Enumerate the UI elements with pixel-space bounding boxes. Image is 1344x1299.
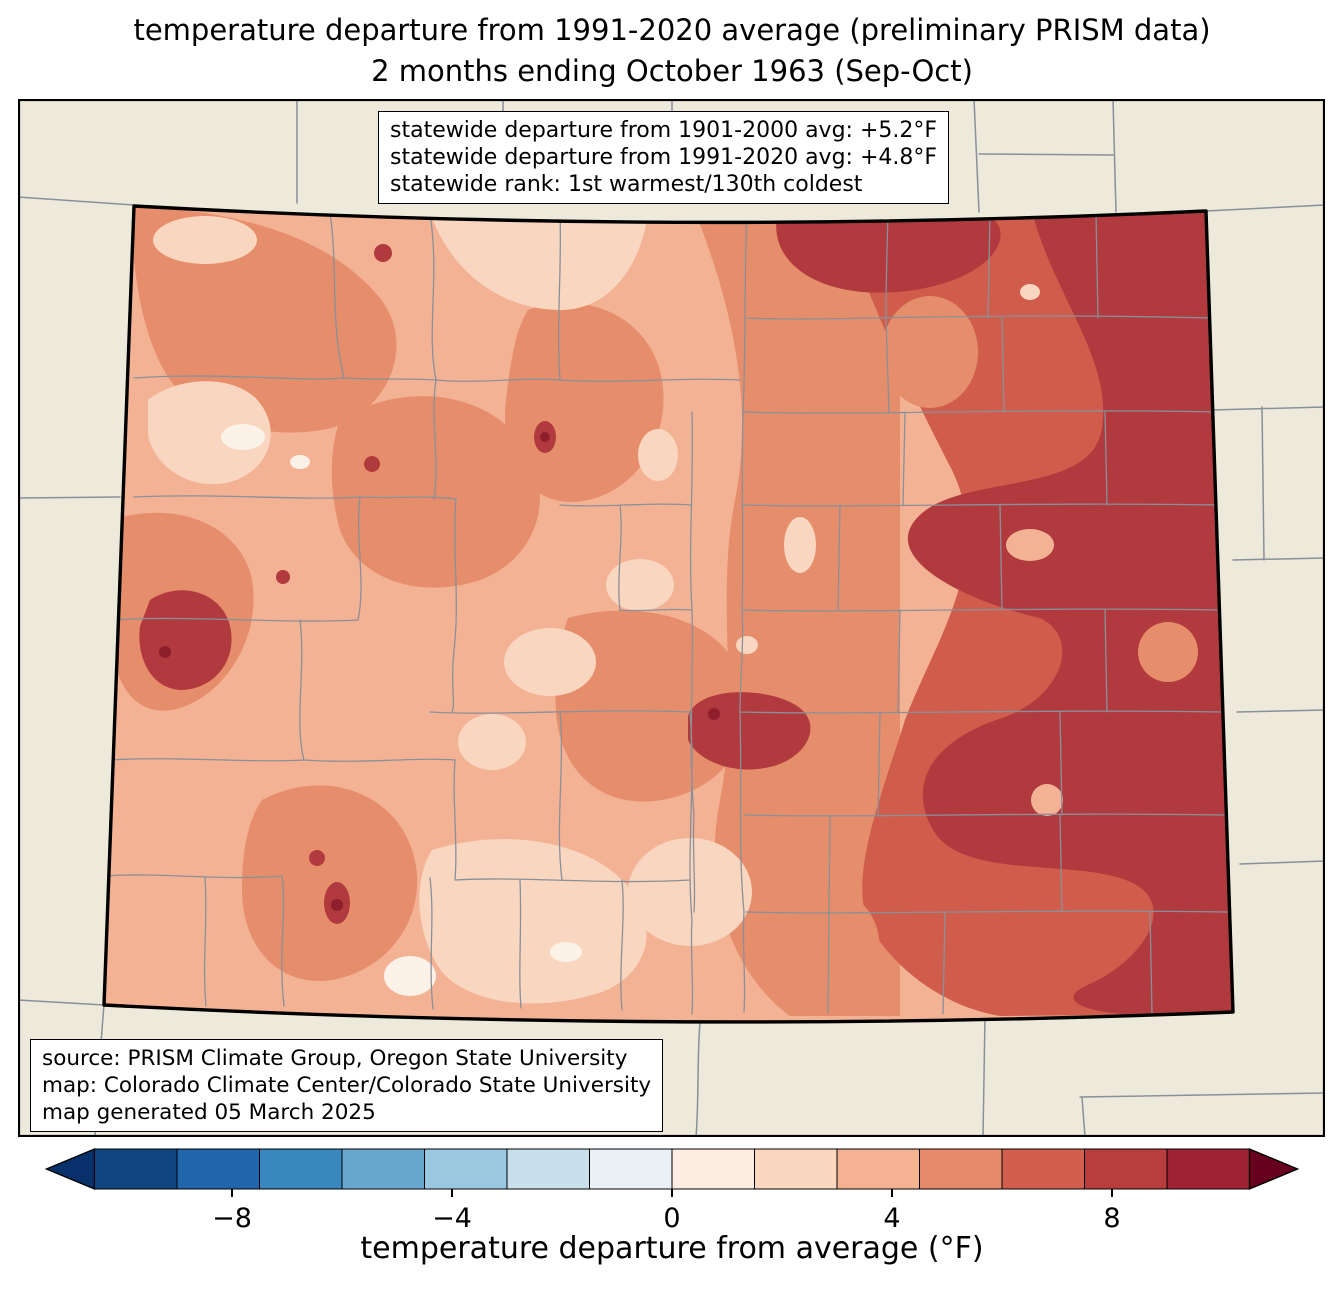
colorbar-tick-label: −4	[432, 1203, 472, 1234]
colorbar-segment	[94, 1148, 178, 1190]
colorbar-segment	[671, 1148, 755, 1190]
colorbar-segment	[176, 1148, 260, 1190]
colorbar-segment	[259, 1148, 343, 1190]
colorbar-segment	[754, 1148, 838, 1190]
colorbar-axis-label: temperature departure from average (°F)	[360, 1231, 984, 1266]
colorado-state-border	[102, 204, 1235, 1024]
colorbar-segment	[836, 1148, 920, 1190]
colorbar-segment	[424, 1148, 508, 1190]
page-title-line1: temperature departure from 1991-2020 ave…	[133, 13, 1211, 47]
colorbar-right-arrow	[1248, 1147, 1300, 1191]
generated-date-line: map generated 05 March 2025	[42, 1100, 376, 1125]
county-borders-east	[434, 212, 1229, 1015]
stat-line-1901-2000: statewide departure from 1901-2000 avg: …	[390, 118, 938, 143]
stat-line-1991-2020: statewide departure from 1991-2020 avg: …	[390, 145, 938, 170]
colorbar-tick-label: 4	[883, 1203, 900, 1234]
colorbar-left-arrow	[44, 1147, 96, 1191]
map-frame	[18, 99, 1325, 1137]
colorbar-segment	[589, 1148, 673, 1190]
colorbar-tick-label: −8	[212, 1203, 252, 1234]
map-credit-line: map: Colorado Climate Center/Colorado St…	[42, 1073, 652, 1098]
page-title-line2: 2 months ending October 1963 (Sep-Oct)	[371, 54, 973, 88]
colorbar-segment	[919, 1148, 1003, 1190]
colorbar-segment	[1001, 1148, 1085, 1190]
source-credit-box: source: PRISM Climate Group, Oregon Stat…	[30, 1039, 664, 1132]
colorbar-tick-label: 8	[1103, 1203, 1120, 1234]
source-line: source: PRISM Climate Group, Oregon Stat…	[42, 1046, 628, 1071]
statewide-stats-box: statewide departure from 1901-2000 avg: …	[378, 111, 950, 204]
stat-line-rank: statewide rank: 1st warmest/130th coldes…	[390, 172, 863, 197]
colorado-temperature-map	[18, 99, 1325, 1137]
colorbar-segment	[1084, 1148, 1168, 1190]
colorbar-segment	[506, 1148, 590, 1190]
temperature-field	[104, 206, 1233, 1022]
colorbar-segment	[341, 1148, 425, 1190]
colorbar-tick-label: 0	[663, 1203, 680, 1234]
county-borders-west	[104, 212, 694, 1015]
colorbar-segment	[1166, 1148, 1250, 1190]
colorbar: −8 −4 0 4 8	[44, 1147, 1300, 1234]
